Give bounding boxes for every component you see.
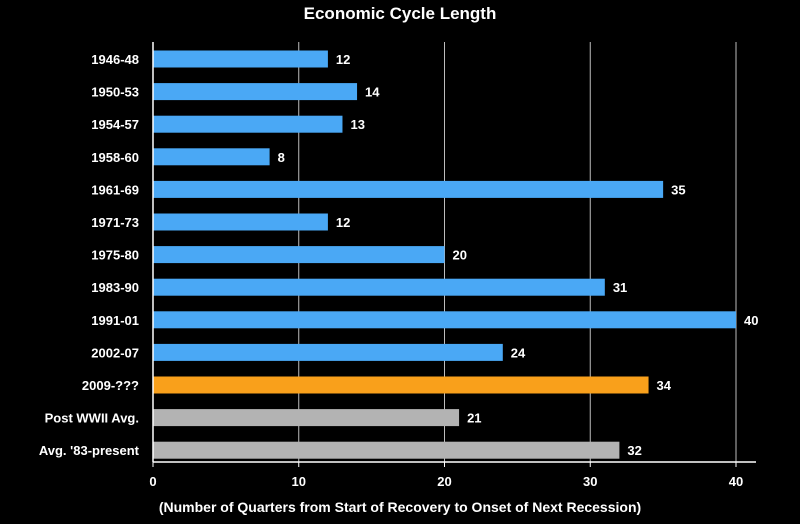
category-label: Post WWII Avg.	[45, 411, 139, 426]
bar	[153, 278, 605, 296]
data-label: 21	[467, 411, 481, 426]
category-label: 1991-01	[91, 313, 139, 328]
bar	[153, 409, 460, 427]
bar	[153, 83, 358, 101]
category-label: Avg. '83-present	[39, 443, 140, 458]
data-label: 12	[336, 52, 350, 67]
bar	[153, 376, 649, 394]
bar	[153, 50, 328, 68]
category-label: 2002-07	[91, 345, 139, 360]
data-label: 35	[671, 182, 685, 197]
x-tick-label: 20	[437, 474, 451, 489]
category-label: 1971-73	[91, 215, 139, 230]
bar	[153, 343, 503, 361]
bar	[153, 148, 270, 166]
category-label: 1961-69	[91, 182, 139, 197]
x-tick-label: 40	[729, 474, 743, 489]
x-tick-label: 10	[292, 474, 306, 489]
bar	[153, 180, 664, 198]
category-label: 1983-90	[91, 280, 139, 295]
chart-title: Economic Cycle Length	[303, 4, 497, 23]
category-label: 2009-???	[82, 378, 139, 393]
bar	[153, 115, 343, 133]
data-label: 12	[336, 215, 350, 230]
x-tick-label: 30	[583, 474, 597, 489]
x-tick-label: 0	[149, 474, 156, 489]
data-label: 8	[278, 150, 285, 165]
data-label: 40	[744, 313, 758, 328]
category-label: 1954-57	[91, 117, 139, 132]
data-label: 34	[657, 378, 672, 393]
category-label: 1950-53	[91, 85, 139, 100]
data-label: 24	[511, 345, 526, 360]
category-label: 1975-80	[91, 248, 139, 263]
data-label: 31	[613, 280, 627, 295]
bar	[153, 311, 736, 329]
bar	[153, 441, 620, 459]
data-label: 13	[350, 117, 364, 132]
bar	[153, 213, 328, 231]
category-label: 1946-48	[91, 52, 139, 67]
data-label: 32	[627, 443, 641, 458]
data-label: 20	[453, 248, 467, 263]
category-label: 1958-60	[91, 150, 139, 165]
x-axis-label: (Number of Quarters from Start of Recove…	[158, 499, 642, 515]
bar	[153, 246, 445, 264]
data-label: 14	[365, 85, 380, 100]
